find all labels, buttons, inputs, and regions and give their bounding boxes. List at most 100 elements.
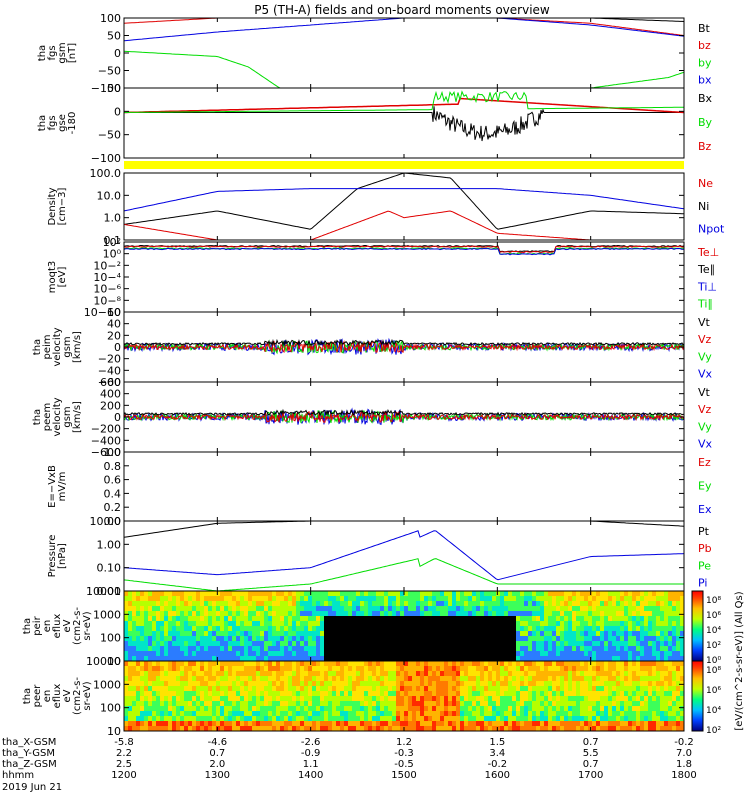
spectrogram-cell	[592, 716, 597, 722]
spectrogram-cell	[636, 661, 641, 667]
spectrogram-cell	[348, 611, 353, 617]
spectrogram-cell	[536, 616, 541, 622]
spectrogram-cell	[292, 681, 297, 687]
spectrogram-cell	[136, 666, 141, 672]
spectrogram-cell	[660, 726, 665, 731]
spectrogram-cell	[360, 666, 365, 672]
spectrogram-cell	[172, 631, 177, 637]
spectrogram-cell	[168, 641, 173, 647]
spectrogram-cell	[680, 711, 684, 717]
spectrogram-cell	[300, 651, 305, 657]
spectrogram-cell	[416, 686, 421, 692]
spectrogram-cell	[636, 726, 641, 731]
spectrogram-cell	[616, 661, 621, 667]
spectrogram-cell	[484, 646, 489, 652]
spectrogram-cell	[248, 601, 253, 607]
spectrogram-cell	[672, 711, 677, 717]
spectrogram-cell	[376, 671, 381, 677]
spectrogram-cell	[336, 656, 341, 661]
spectrogram-cell	[536, 591, 541, 597]
spectrogram-cell	[488, 666, 493, 672]
spectrogram-cell	[596, 636, 601, 642]
spectrogram-cell	[376, 706, 381, 712]
spectrogram-cell	[448, 676, 453, 682]
spectrogram-cell	[620, 631, 625, 637]
spectrogram-cell	[456, 676, 461, 682]
spectrogram-cell	[392, 676, 397, 682]
spectrogram-cell	[440, 591, 445, 597]
spectrogram-cell	[620, 726, 625, 731]
spectrogram-cell	[364, 606, 369, 612]
spectrogram-cell	[248, 626, 253, 632]
spectrogram-cell	[164, 701, 169, 707]
spectrogram-cell	[492, 641, 497, 647]
spectrogram-cell	[260, 646, 265, 652]
spectrogram-cell	[496, 716, 501, 722]
spectrogram-cell	[496, 616, 501, 622]
spectrogram-cell	[180, 726, 185, 731]
ytick-label: 40	[107, 318, 121, 331]
spectrogram-cell	[636, 621, 641, 627]
legend-Ti∥: Ti∥	[697, 297, 713, 310]
spectrogram-cell	[292, 656, 297, 661]
spectrogram-cell	[672, 636, 677, 642]
spectrogram-cell	[428, 701, 433, 707]
spectrogram-cell	[452, 711, 457, 717]
spectrogram-cell	[368, 591, 373, 597]
spectrogram-cell	[592, 686, 597, 692]
spectrogram-cell	[416, 671, 421, 677]
spectrogram-cell	[500, 711, 505, 717]
spectrogram-cell	[524, 716, 529, 722]
spectrogram-cell	[316, 641, 321, 647]
spectrogram-cell	[620, 666, 625, 672]
spectrogram-cell	[468, 661, 473, 667]
spectrogram-cell	[520, 591, 525, 597]
spectrogram-cell	[396, 656, 401, 661]
spectrogram-cell	[412, 591, 417, 597]
spectrogram-cell	[172, 696, 177, 702]
spectrogram-cell	[568, 646, 573, 652]
spectrogram-cell	[292, 591, 297, 597]
spectrogram-cell	[192, 616, 197, 622]
spectrogram-cell	[252, 711, 257, 717]
spectrogram-cell	[456, 686, 461, 692]
spectrogram-cell	[404, 716, 409, 722]
spectrogram-cell	[524, 676, 529, 682]
spectrogram-cell	[632, 606, 637, 612]
spectrogram-cell	[464, 716, 469, 722]
spectrogram-cell	[176, 631, 181, 637]
spectrogram-cell	[512, 726, 517, 731]
spectrogram-cell	[216, 671, 221, 677]
spectrogram-cell	[468, 686, 473, 692]
spectrogram-cell	[464, 711, 469, 717]
spectrogram-cell	[528, 646, 533, 652]
spectrogram-cell	[172, 611, 177, 617]
spectrogram-cell	[252, 621, 257, 627]
spectrogram-cell	[392, 721, 397, 727]
spectrogram-cell	[488, 721, 493, 727]
spectrogram-cell	[152, 591, 157, 597]
spectrogram-cell	[268, 606, 273, 612]
spectrogram-cell	[560, 596, 565, 602]
spectrogram-cell	[260, 621, 265, 627]
spectrogram-cell	[576, 646, 581, 652]
spectrogram-cell	[248, 646, 253, 652]
spectrogram-cell	[448, 691, 453, 697]
spectrogram-cell	[556, 706, 561, 712]
spectrogram-cell	[320, 676, 325, 682]
spectrogram-cell	[476, 721, 481, 727]
spectrogram-cell	[612, 711, 617, 717]
spectrogram-cell	[536, 676, 541, 682]
ylabel-line: eV	[62, 689, 73, 702]
spectrogram-cell	[140, 636, 145, 642]
spectrogram-cell	[436, 596, 441, 602]
spectrogram-cell	[572, 626, 577, 632]
spectrogram-cell	[464, 671, 469, 677]
spectrogram-cell	[304, 716, 309, 722]
spectrogram-cell	[268, 706, 273, 712]
spectrogram-cell	[244, 686, 249, 692]
spectrogram-cell	[200, 611, 205, 617]
spectrogram-cell	[596, 726, 601, 731]
ylabel-line: eflux	[52, 684, 63, 709]
spectrogram-cell	[416, 681, 421, 687]
